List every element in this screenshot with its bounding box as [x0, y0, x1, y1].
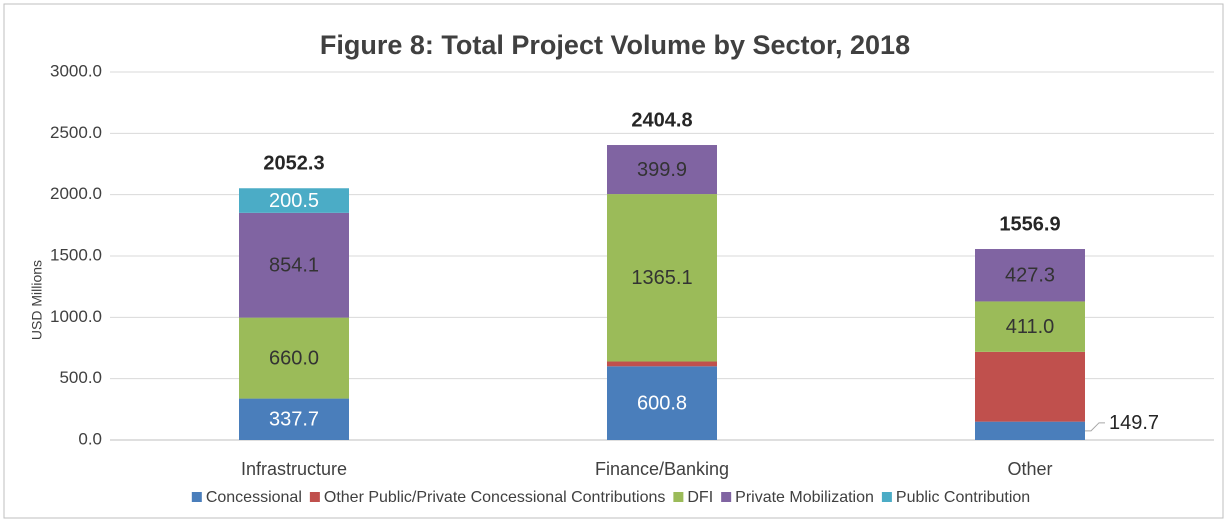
chart-title: Figure 8: Total Project Volume by Sector… — [320, 30, 910, 60]
bar-segment — [239, 188, 349, 213]
bar-segment — [975, 249, 1085, 302]
y-tick-label: 2000.0 — [50, 184, 102, 203]
total-label: 2052.3 — [263, 153, 324, 175]
y-axis-label: USD Millions — [29, 260, 45, 340]
y-tick-label: 1500.0 — [50, 245, 102, 264]
bar-segment — [975, 421, 1085, 440]
data-label: 200.5 — [269, 190, 319, 212]
legend-label: Concessional — [206, 489, 302, 506]
legend-label: Other Public/Private Concessional Contri… — [324, 489, 666, 506]
bar-segment — [607, 361, 717, 367]
legend-swatch — [191, 492, 202, 502]
y-tick-label: 500.0 — [59, 368, 102, 387]
data-label: 1365.1 — [631, 267, 692, 289]
data-label: 149.7 — [1109, 412, 1159, 434]
total-label: 1556.9 — [999, 213, 1060, 235]
bar-segment — [607, 366, 717, 440]
total-label: 2404.8 — [631, 109, 692, 131]
data-label: 399.9 — [637, 159, 687, 181]
leader-line — [1085, 422, 1105, 432]
data-label: 600.8 — [637, 392, 687, 414]
legend-swatch — [673, 492, 684, 502]
x-tick-label: Infrastructure — [241, 459, 347, 479]
y-tick-label: 0.0 — [78, 429, 102, 448]
y-tick-label: 3000.0 — [50, 61, 102, 80]
legend-swatch — [881, 492, 892, 502]
legend-label: Public Contribution — [896, 489, 1030, 506]
x-tick-label: Finance/Banking — [595, 459, 729, 479]
bar-segment — [239, 398, 349, 440]
bar-segment — [975, 301, 1085, 352]
data-label: 660.0 — [269, 347, 319, 369]
legend-swatch — [309, 492, 320, 502]
data-label: 411.0 — [1006, 316, 1055, 338]
x-tick-label: Other — [1007, 459, 1052, 479]
legend-label: DFI — [687, 489, 713, 506]
bar-segment — [239, 212, 349, 318]
legend-swatch — [721, 492, 732, 502]
bar-segment — [239, 317, 349, 399]
bar-segment — [975, 351, 1085, 422]
y-tick-label: 2500.0 — [50, 123, 102, 142]
bar-segment — [607, 194, 717, 362]
legend-label: Private Mobilization — [735, 489, 874, 506]
data-label: 427.3 — [1005, 265, 1055, 287]
data-label: 337.7 — [269, 409, 319, 431]
data-label: 854.1 — [269, 255, 319, 277]
y-tick-label: 1000.0 — [50, 307, 102, 326]
bar-segment — [607, 145, 717, 195]
